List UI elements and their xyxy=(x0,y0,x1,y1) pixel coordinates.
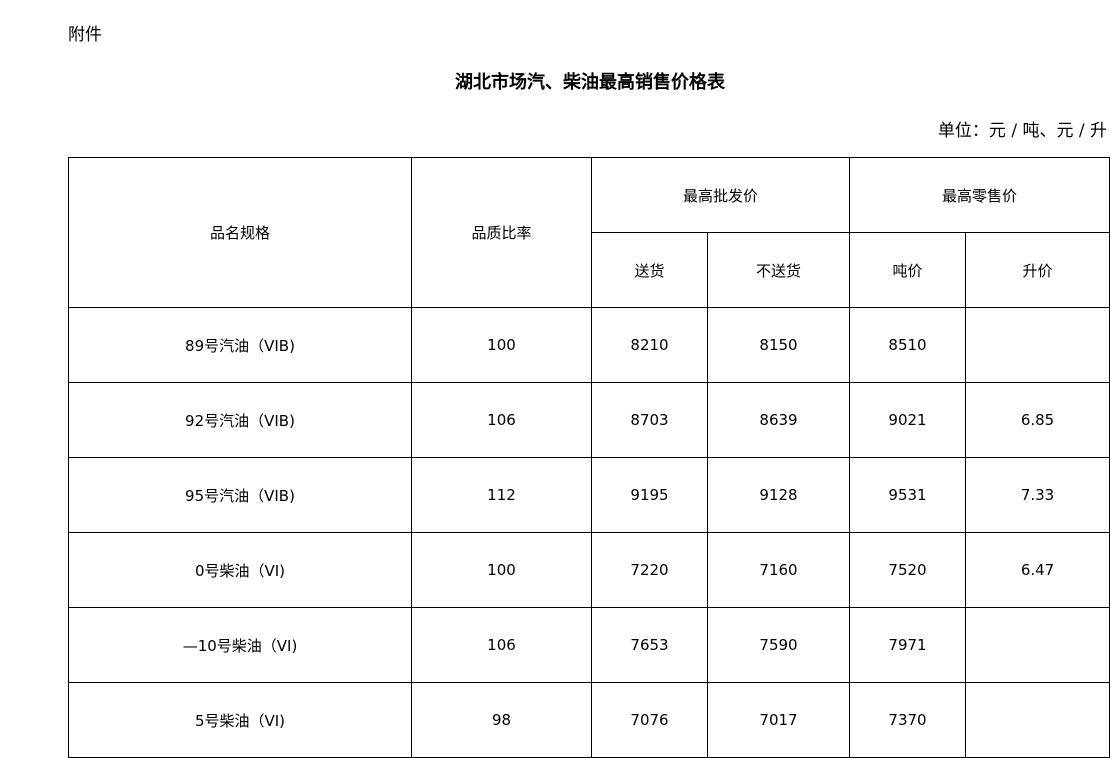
attachment-label: 附件 xyxy=(68,25,102,45)
cell-delivered: 7076 xyxy=(591,682,708,758)
table-row: 5号柴油（VI) 98 7076 7017 7370 xyxy=(68,682,1111,758)
cell-ratio: 100 xyxy=(411,307,592,383)
cell-ratio: 106 xyxy=(411,607,592,683)
cell-per-liter xyxy=(965,682,1111,758)
cell-name: —10号柴油（VI) xyxy=(68,607,412,683)
cell-not-delivered: 8639 xyxy=(706,382,851,458)
cell-per-ton: 7971 xyxy=(849,607,967,683)
table-row: 0号柴油（VI) 100 7220 7160 7520 6.47 xyxy=(68,532,1111,608)
header-per-liter: 升价 xyxy=(965,232,1111,308)
cell-delivered: 8210 xyxy=(591,307,708,383)
cell-ratio: 98 xyxy=(411,682,592,758)
cell-not-delivered: 8150 xyxy=(706,307,851,383)
cell-delivered: 7653 xyxy=(591,607,708,683)
header-retail: 最高零售价 xyxy=(849,157,1111,233)
header-ratio: 品质比率 xyxy=(411,157,592,308)
cell-not-delivered: 7017 xyxy=(706,682,851,758)
cell-name: 89号汽油（VIB) xyxy=(68,307,412,383)
cell-not-delivered: 9128 xyxy=(706,457,851,533)
cell-per-ton: 7370 xyxy=(849,682,967,758)
header-wholesale: 最高批发价 xyxy=(590,157,851,233)
price-table: 品名规格 品质比率 最高批发价 最高零售价 送货 不送货 吨价 升价 89号汽油… xyxy=(68,157,1111,758)
cell-per-liter xyxy=(965,307,1111,383)
header-per-ton: 吨价 xyxy=(849,232,967,308)
cell-per-liter: 7.33 xyxy=(965,457,1111,533)
cell-per-ton: 7520 xyxy=(849,532,967,608)
cell-ratio: 100 xyxy=(411,532,592,608)
cell-ratio: 112 xyxy=(411,457,592,533)
table-row: 95号汽油（VIB) 112 9195 9128 9531 7.33 xyxy=(68,457,1111,533)
cell-per-ton: 8510 xyxy=(849,307,967,383)
cell-ratio: 106 xyxy=(411,382,592,458)
cell-name: 0号柴油（VI) xyxy=(68,532,412,608)
cell-per-liter: 6.47 xyxy=(965,532,1111,608)
cell-delivered: 8703 xyxy=(591,382,708,458)
cell-name: 95号汽油（VIB) xyxy=(68,457,412,533)
cell-per-liter: 6.85 xyxy=(965,382,1111,458)
page-title: 湖北市场汽、柴油最高销售价格表 xyxy=(455,72,725,93)
cell-not-delivered: 7590 xyxy=(706,607,851,683)
cell-per-ton: 9531 xyxy=(849,457,967,533)
table-row: 92号汽油（VIB) 106 8703 8639 9021 6.85 xyxy=(68,382,1111,458)
cell-delivered: 9195 xyxy=(591,457,708,533)
table-row: —10号柴油（VI) 106 7653 7590 7971 xyxy=(68,607,1111,683)
cell-name: 92号汽油（VIB) xyxy=(68,382,412,458)
table-row: 89号汽油（VIB) 100 8210 8150 8510 xyxy=(68,307,1111,383)
header-not-delivered: 不送货 xyxy=(706,232,851,308)
header-delivered: 送货 xyxy=(591,232,708,308)
unit-note: 单位：元 / 吨、元 / 升 xyxy=(937,121,1107,141)
cell-not-delivered: 7160 xyxy=(706,532,851,608)
cell-per-ton: 9021 xyxy=(849,382,967,458)
cell-per-liter xyxy=(965,607,1111,683)
header-name: 品名规格 xyxy=(68,157,412,308)
cell-name: 5号柴油（VI) xyxy=(68,682,412,758)
cell-delivered: 7220 xyxy=(591,532,708,608)
